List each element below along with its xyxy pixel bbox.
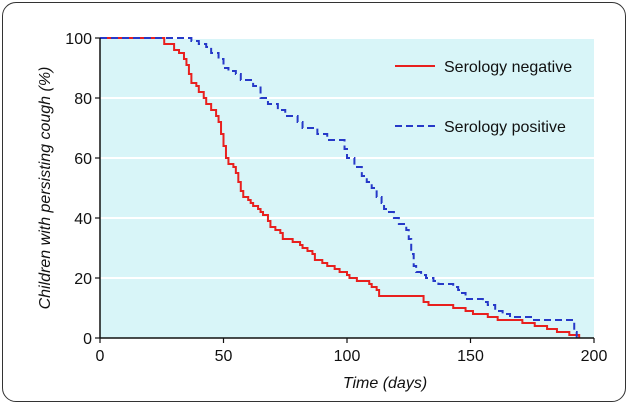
- series-layer: [100, 37, 581, 338]
- y-tick-label: 80: [74, 91, 92, 108]
- legend-entry-serology-negative: Serology negative: [444, 59, 572, 76]
- x-tick-labels: 0 50 100 150 200: [96, 348, 608, 365]
- y-tick-label: 60: [74, 151, 92, 168]
- y-tick-label: 0: [83, 331, 92, 348]
- series-line-serology-negative: [100, 37, 581, 338]
- plot-background: [100, 38, 594, 338]
- y-tick-label: 20: [74, 271, 92, 288]
- axes: [95, 37, 595, 343]
- series-line-serology-positive: [100, 37, 578, 338]
- legend: Serology negative Serology positive: [395, 59, 572, 136]
- y-axis-label: Children with persisting cough (%): [37, 67, 54, 310]
- y-tick-label: 40: [74, 211, 92, 228]
- x-tick-label: 50: [215, 348, 233, 365]
- y-tick-labels: 0 20 40 60 80 100: [65, 31, 92, 348]
- y-tick-label: 100: [65, 31, 92, 48]
- x-tick-label: 0: [96, 348, 105, 365]
- legend-entry-serology-positive: Serology positive: [444, 119, 566, 136]
- x-tick-label: 150: [457, 348, 484, 365]
- x-tick-label: 100: [334, 348, 361, 365]
- x-axis-label: Time (days): [343, 375, 427, 392]
- x-tick-label: 200: [581, 348, 608, 365]
